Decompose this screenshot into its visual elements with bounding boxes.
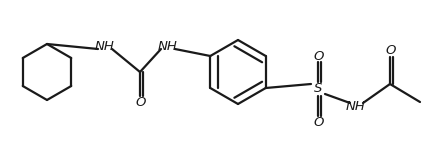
Text: NH: NH [158, 39, 178, 53]
Text: S: S [314, 83, 322, 95]
Text: O: O [136, 96, 146, 109]
Text: NH: NH [95, 39, 115, 53]
Text: O: O [314, 50, 324, 62]
Text: O: O [386, 44, 396, 57]
Text: NH: NH [346, 100, 366, 112]
Text: O: O [314, 115, 324, 128]
